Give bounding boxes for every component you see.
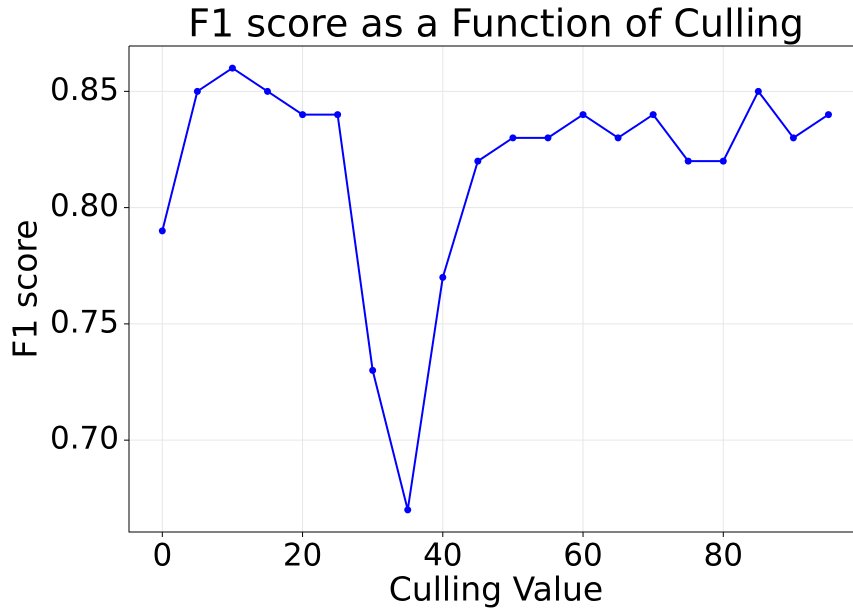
point [228, 64, 236, 72]
series-line [161, 66, 830, 511]
y-tick-label: 0.75 [50, 304, 119, 340]
point [614, 134, 622, 142]
axes-frame [128, 46, 853, 533]
point [789, 134, 797, 142]
y-tick-label: 0.80 [50, 188, 119, 224]
y-axis-label: F1 score [6, 219, 45, 358]
point [719, 157, 727, 165]
y-tick-label: 0.70 [50, 421, 119, 457]
point [334, 111, 342, 119]
point [509, 134, 517, 142]
point [649, 111, 657, 119]
point [263, 87, 271, 95]
x-tick-label: 20 [283, 538, 322, 574]
x-tick-label: 40 [423, 538, 462, 574]
x-axis-label: Culling Value [389, 570, 603, 609]
point [684, 157, 692, 165]
chart-title: F1 score as a Function of Culling [188, 2, 804, 46]
point [369, 366, 377, 374]
point [404, 506, 412, 514]
point [439, 273, 447, 281]
y-tick-label: 0.85 [50, 72, 119, 108]
x-tick-label: 80 [704, 538, 743, 574]
point [299, 111, 307, 119]
point [474, 157, 482, 165]
point [193, 87, 201, 95]
point [824, 111, 832, 119]
point [579, 111, 587, 119]
x-tick-label: 60 [563, 538, 602, 574]
point [158, 227, 166, 235]
x-tick-label: 0 [152, 538, 172, 574]
point [544, 134, 552, 142]
point [754, 87, 762, 95]
